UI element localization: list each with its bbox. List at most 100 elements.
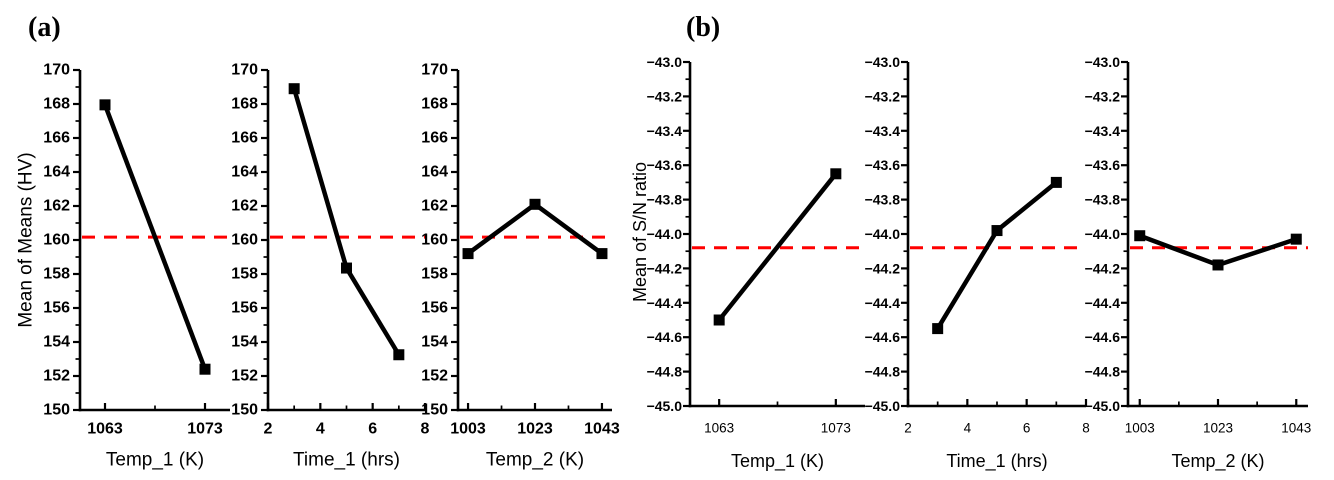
y-tick-label: 156	[231, 300, 258, 317]
y-tick-label: −44.2	[1085, 260, 1121, 276]
x-axis-title: Temp_1 (K)	[731, 451, 824, 472]
series-line	[102, 104, 208, 370]
y-tick-label: −43.4	[1085, 123, 1121, 139]
data-point-marker	[596, 248, 608, 260]
data-point-marker	[341, 262, 352, 274]
y-tick-label: −43.8	[865, 192, 901, 208]
y-tick-label: 152	[43, 368, 70, 385]
y-tick-label: 152	[421, 368, 448, 385]
subplot-temp-2-k-: 150 152 154 156 158 160 162 164 166 168 170 1003 102…	[421, 62, 620, 471]
x-tick-label: 1023	[517, 421, 553, 438]
x-axis-title: Temp_2 (K)	[1171, 451, 1264, 472]
data-point-marker	[1212, 259, 1224, 271]
y-tick-label: −44.4	[647, 295, 683, 311]
x-tick-label: 1043	[1281, 421, 1311, 436]
series-line	[935, 180, 1058, 330]
y-tick-label: 160	[231, 232, 258, 249]
y-tick-label: −44.6	[1085, 329, 1121, 345]
y-tick-label: −43.0	[1085, 54, 1121, 70]
y-tick-label: 154	[231, 334, 258, 351]
y-tick-label: 162	[231, 198, 258, 215]
y-tick-label: 154	[43, 334, 70, 351]
y-tick-label: −43.6	[1085, 157, 1121, 173]
series-line	[292, 88, 401, 356]
x-tick-label: 6	[1023, 421, 1031, 436]
y-tick-label: 166	[231, 130, 258, 147]
y-tick-label: 160	[421, 232, 448, 249]
panel-a: Mean of Means (HV) 150 152 154 156 158 160 162 1…	[16, 62, 620, 471]
y-tick-label: −44.0	[647, 226, 683, 242]
y-tick-label: −43.4	[647, 123, 683, 139]
y-tick-label: −43.0	[865, 54, 901, 70]
x-tick-label: 1063	[87, 421, 123, 438]
x-tick-label: 8	[1082, 421, 1090, 436]
y-tick-label: 168	[231, 96, 258, 113]
series-line	[466, 201, 604, 256]
x-tick-label: 8	[421, 421, 430, 438]
y-tick-label: 150	[231, 402, 258, 419]
y-tick-label: 164	[231, 164, 258, 181]
x-tick-label: 1073	[821, 421, 851, 436]
y-tick-label: 162	[43, 198, 70, 215]
data-point-marker	[713, 314, 725, 326]
x-tick-label: 4	[964, 421, 972, 436]
data-point-marker	[1050, 176, 1062, 188]
data-point-marker	[830, 168, 842, 180]
y-tick-label: 158	[43, 266, 70, 283]
data-point-marker	[393, 349, 405, 361]
x-tick-label: 1003	[1125, 421, 1155, 436]
y-tick-label: −44.4	[1085, 295, 1121, 311]
x-axis-title: Temp_1 (K)	[106, 450, 204, 471]
data-point-marker	[99, 99, 111, 111]
x-tick-label: 2	[264, 421, 273, 438]
data-point-marker	[462, 248, 474, 260]
y-tick-label: −44.2	[647, 260, 683, 276]
y-tick-label: 170	[231, 62, 258, 79]
y-tick-label: −43.2	[865, 88, 901, 104]
y-tick-label: −45.0	[865, 398, 901, 414]
y-tick-label: −43.6	[865, 157, 901, 173]
y-tick-label: −43.8	[1085, 192, 1121, 208]
y-tick-label: 168	[421, 96, 448, 113]
y-tick-label: 166	[421, 130, 448, 147]
y-tick-label: −43.2	[1085, 88, 1121, 104]
y-tick-label: −45.0	[1085, 398, 1121, 414]
y-tick-label: 158	[231, 266, 258, 283]
series-line	[717, 172, 838, 322]
y-tick-label: 164	[43, 164, 70, 181]
subplot-temp-1-k-: −45.0 −44.8 −44.6 −44.4 −44.2 −44.0 −43.8 −43.6…	[647, 54, 865, 472]
y-tick-label: −43.4	[865, 123, 901, 139]
subplot-time-1-hrs-: 150 152 154 156 158 160 162 164 166 168 170 2 4 6 8 Tim…	[231, 62, 429, 471]
y-tick-label: −44.2	[865, 260, 901, 276]
y-axis-title: Mean of S/N ratio	[630, 162, 650, 302]
data-point-marker	[199, 363, 211, 375]
y-tick-label: −44.8	[1085, 364, 1121, 380]
panel-b: Mean of S/N ratio −45.0 −44.8 −44.6 −44.4 −44…	[630, 54, 1311, 472]
data-point-marker	[991, 225, 1003, 237]
y-tick-label: −44.0	[1085, 226, 1121, 242]
data-point-marker	[288, 83, 300, 95]
x-tick-label: 2	[904, 421, 912, 436]
y-tick-label: −44.6	[865, 329, 901, 345]
data-point-marker	[1134, 230, 1146, 242]
subplot-temp-1-k-: 150 152 154 156 158 160 162 164 166 168 170 1063 107…	[43, 62, 230, 471]
y-tick-label: −45.0	[647, 398, 683, 414]
x-tick-label: 1043	[584, 421, 620, 438]
x-tick-label: 1023	[1203, 421, 1233, 436]
y-tick-label: −44.8	[865, 364, 901, 380]
y-tick-label: 168	[43, 96, 70, 113]
x-tick-label: 1003	[450, 421, 486, 438]
data-point-marker	[1290, 233, 1302, 245]
y-tick-label: 166	[43, 130, 70, 147]
x-tick-label: 1073	[187, 421, 223, 438]
x-tick-label: 1063	[704, 421, 734, 436]
y-tick-label: −44.0	[865, 226, 901, 242]
data-point-marker	[529, 198, 541, 210]
y-axis-title: Mean of Means (HV)	[16, 152, 37, 327]
panel-a-label: (a)	[28, 12, 61, 43]
y-tick-label: 170	[421, 62, 448, 79]
x-tick-label: 6	[368, 421, 377, 438]
y-tick-label: 158	[421, 266, 448, 283]
